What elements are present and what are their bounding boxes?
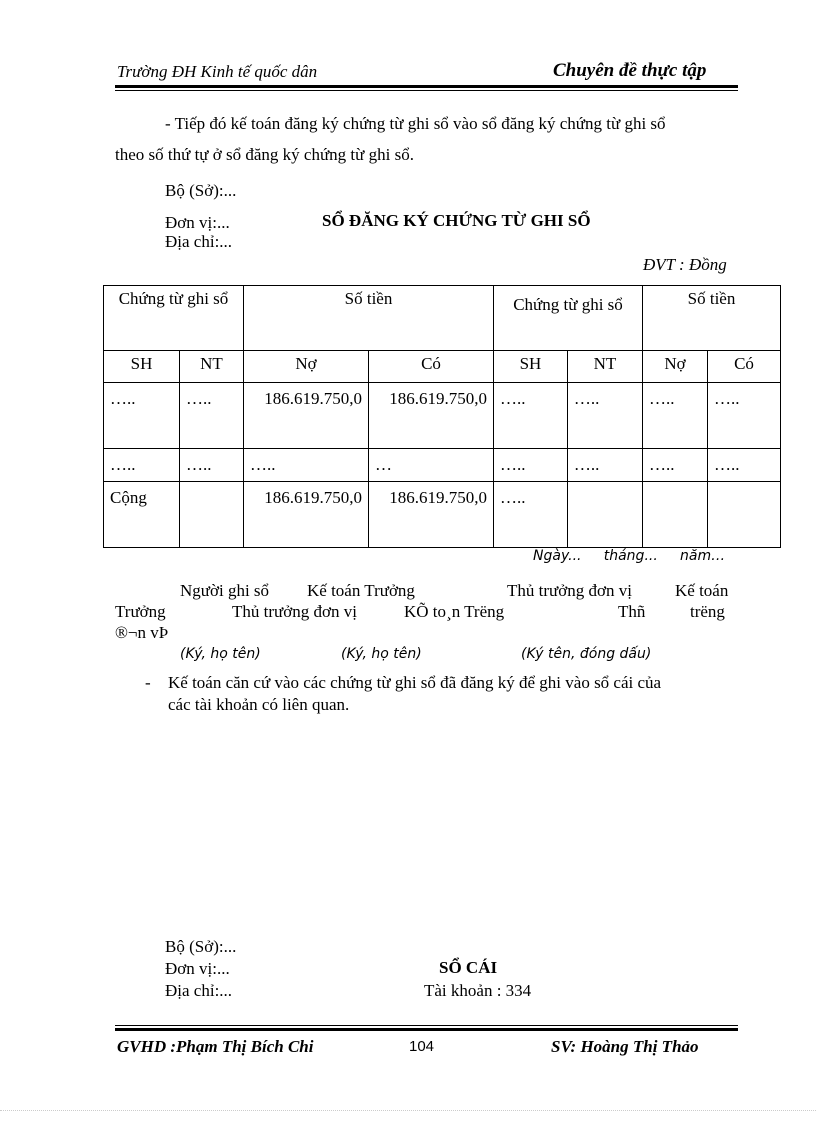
bullet-line-2: các tài khoản có liên quan. [168, 695, 350, 714]
column-header: Có [368, 350, 494, 383]
form-ministry: Bộ (Sở):... [165, 181, 237, 200]
cell: ….. [566, 448, 644, 482]
cell: ….. [566, 382, 644, 449]
sig-text: tr­ëng [690, 602, 725, 621]
cell-total-label: Cộng [103, 481, 180, 548]
column-header: Có [707, 350, 781, 383]
cell: ….. [103, 448, 180, 482]
ledger-account: Tài khoản : 334 [424, 981, 532, 1000]
sig-text: Trưởng [115, 602, 166, 621]
cell: ….. [179, 448, 244, 482]
group-header: Số tiền [243, 285, 494, 351]
group-header: Chứng từ ghi sổ [103, 285, 244, 351]
group-header: Chứng từ ghi sổ [493, 285, 643, 351]
cell-credit: 186.619.750,0 [368, 481, 494, 548]
cell: ….. [707, 448, 781, 482]
cell: ….. [493, 382, 568, 449]
cell: ….. [642, 448, 708, 482]
header-rule-thin [115, 90, 738, 91]
column-header: Nợ [243, 350, 369, 383]
sig-head: Thủ trưởng đơn vị [507, 581, 632, 600]
form-unit: Đơn vị:... [165, 213, 230, 232]
sig-text: Thủ trưởng đơn vị [232, 602, 357, 621]
page-number: 104 [409, 1038, 435, 1055]
footer-rule-thin [115, 1025, 738, 1026]
sig-accountant: Kế toán [675, 581, 729, 600]
cell-debit: 186.619.750,0 [243, 382, 369, 449]
group-header: Số tiền [642, 285, 781, 351]
cell-credit: 186.619.750,0 [368, 382, 494, 449]
footer-rule [115, 1028, 738, 1031]
sig-text: ®¬n vÞ [115, 623, 169, 642]
header-rule [115, 85, 738, 88]
cell [642, 481, 708, 548]
form2-address: Địa chỉ:... [165, 981, 233, 1000]
cell: ….. [103, 382, 180, 449]
column-header: SH [103, 350, 180, 383]
sig-note: (Ký tên, đóng dấu) [521, 646, 652, 662]
intro-line-1: - Tiếp đó kế toán đăng ký chứng từ ghi s… [165, 114, 666, 133]
table-row-total: Cộng 186.619.750,0 186.619.750,0 ….. [103, 481, 781, 548]
register-title: SỔ ĐĂNG KÝ CHỨNG TỪ GHI SỔ [322, 211, 591, 230]
bullet-line-1: Kế toán căn cứ vào các chứng từ ghi sổ đ… [168, 673, 662, 692]
page-edge [0, 1110, 816, 1111]
cell-debit: 186.619.750,0 [243, 481, 369, 548]
intro-line-2: theo số thứ tự ở sổ đăng ký chứng từ ghi… [115, 145, 414, 164]
cell: ….. [493, 448, 568, 482]
table-row: ….. ….. ….. … ….. ….. ….. ….. [103, 448, 781, 482]
cell: ….. [707, 382, 781, 449]
cell [179, 481, 244, 548]
sig-note: (Ký, họ tên) [180, 646, 261, 662]
column-header: NT [566, 350, 644, 383]
ledger-title: SỔ CÁI [439, 958, 498, 977]
column-header: Nợ [642, 350, 708, 383]
form2-unit: Đơn vị:... [165, 959, 230, 978]
cell: ….. [493, 481, 568, 548]
footer-supervisor: GVHD :Phạm Thị Bích Chi [117, 1037, 314, 1056]
unit-label: ĐVT : Đồng [643, 255, 727, 274]
column-header: NT [179, 350, 244, 383]
footer-student: SV: Hoàng Thị Thảo [551, 1037, 699, 1056]
date-line: Ngày... tháng... năm… [533, 548, 726, 564]
header-title: Chuyên đề thực tập [553, 60, 707, 81]
sig-chief-accountant: Kế toán Trưởng [307, 581, 415, 600]
table-row: ….. ….. 186.619.750,0 186.619.750,0 ….. … [103, 382, 781, 449]
cell [566, 481, 644, 548]
header-school: Trường ĐH Kinh tế quốc dân [117, 62, 318, 81]
sig-text: KÕ to¸n Tr­ëng [404, 602, 505, 621]
register-table: Chứng từ ghi sổ Số tiền Chứng từ ghi sổ … [103, 285, 781, 548]
cell: ….. [243, 448, 369, 482]
form2-ministry: Bộ (Sở):... [165, 937, 237, 956]
sig-note: (Ký, họ tên) [341, 646, 422, 662]
cell [707, 481, 781, 548]
bullet-marker: - [145, 673, 151, 692]
sig-preparer: Người ghi sổ [180, 581, 270, 600]
form-address: Địa chỉ:... [165, 232, 233, 251]
cell: … [368, 448, 494, 482]
column-header: SH [493, 350, 568, 383]
cell: ….. [179, 382, 244, 449]
cell: ….. [642, 382, 708, 449]
sig-text: Thñ [618, 602, 646, 621]
